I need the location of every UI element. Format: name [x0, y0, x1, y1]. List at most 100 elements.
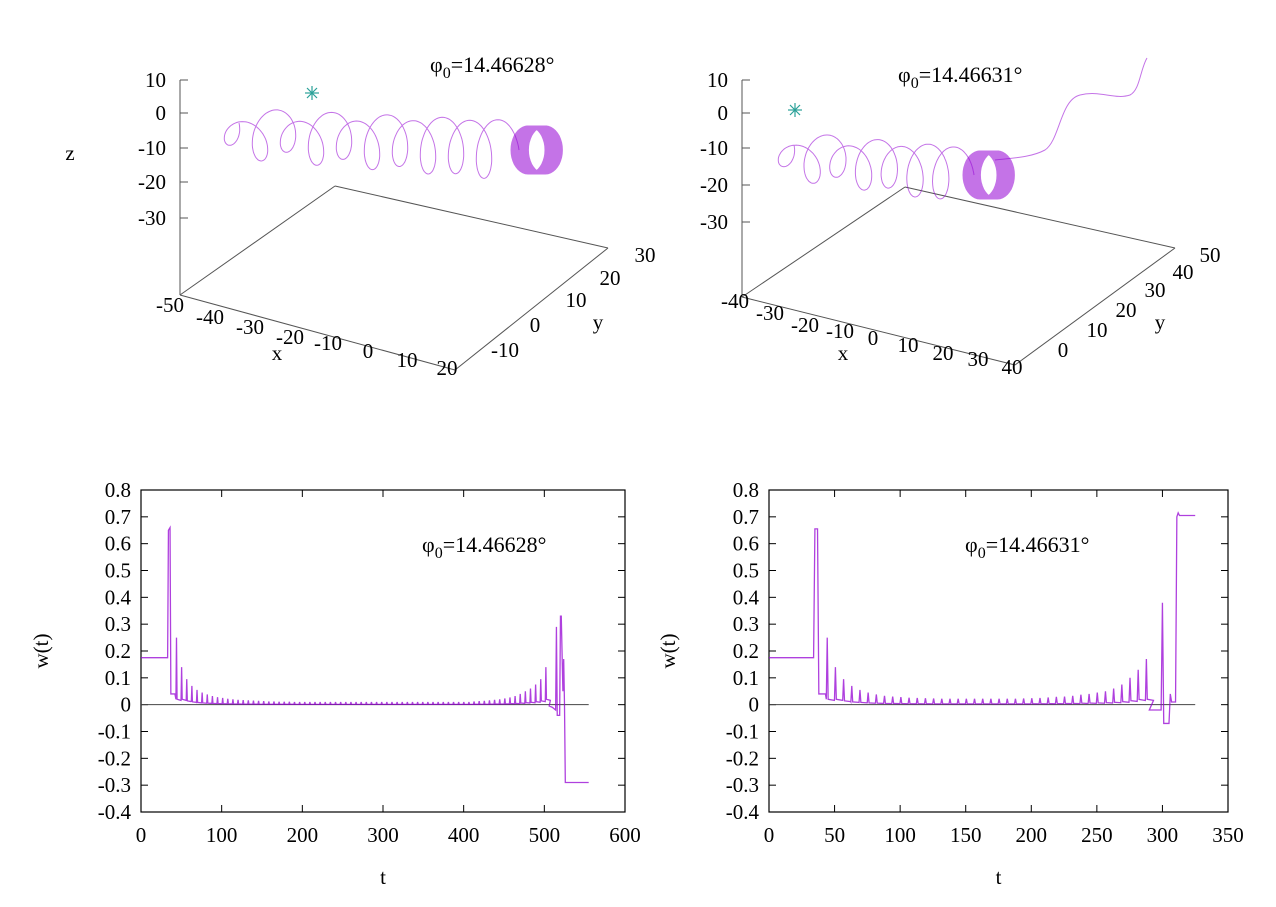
z-tick-label: -10	[138, 136, 166, 160]
x-tick-label: 20	[933, 341, 954, 365]
x-axis-line	[741, 296, 1016, 366]
trajectory-exit	[994, 57, 1148, 161]
plot-frame	[140, 489, 626, 813]
y-axis-label: w(t)	[29, 634, 53, 669]
base-edge-back	[334, 185, 609, 249]
y-tick-label: 0.7	[733, 505, 759, 529]
y-tick-label: 0	[121, 693, 132, 717]
base-edge-back	[904, 186, 1176, 249]
panel-3d-left: 10 0 -10 -20 -30 -50 -40 -30 -20 -10 0 10 20 -10 0 10 20…	[65, 52, 655, 380]
y-tick-label: 0	[530, 313, 541, 337]
x-tick-label: -10	[314, 331, 342, 355]
x-tick-label: 30	[968, 347, 989, 371]
y-tick-label: 0.1	[105, 666, 131, 690]
y-tick-label: 0.8	[105, 478, 131, 502]
y-tick-label: 0.1	[733, 666, 759, 690]
marker-stroke	[789, 104, 801, 116]
y-tick-label: -0.4	[726, 800, 760, 824]
y-tick-label: 20	[1116, 298, 1137, 322]
y-axis-line	[454, 247, 609, 371]
title-value: =14.46631°	[919, 62, 1023, 87]
x-tick-label: -40	[196, 305, 224, 329]
x-tick-label: 10	[397, 348, 418, 372]
trajectory-coil	[962, 150, 1015, 200]
y-tick-label: 0.2	[105, 639, 131, 663]
y-tick-label: -0.3	[98, 773, 131, 797]
plot-title: φ0=14.46628°	[430, 52, 554, 82]
base-edge-left	[741, 186, 906, 298]
x-tick-label: 500	[529, 823, 561, 847]
y-tick-label: 30	[635, 243, 656, 267]
y-tick-label: 30	[1145, 278, 1166, 302]
x-axis-label: x	[272, 341, 283, 365]
x-tick-label: -30	[756, 301, 784, 325]
title-subscript: 0	[443, 65, 451, 82]
x-tick-label: -10	[826, 319, 854, 343]
y-tick-label: -0.1	[726, 720, 759, 744]
y-axis-label: w(t)	[656, 634, 680, 669]
y-tick-label: 0.3	[105, 612, 131, 636]
series-line-w	[141, 525, 589, 784]
x-tick-label: 0	[764, 823, 775, 847]
x-axis-line	[179, 294, 456, 371]
y-axis-label: y	[1155, 310, 1166, 334]
y-tick-label: -0.1	[98, 720, 131, 744]
y-tick-label: 0	[1058, 338, 1069, 362]
y-tick-label: -10	[491, 338, 519, 362]
y-tick-label: 10	[566, 288, 587, 312]
x-tick-label: -20	[276, 325, 304, 349]
x-tick-label: 10	[898, 333, 919, 357]
x-tick-label: 150	[950, 823, 982, 847]
x-tick-label: 250	[1081, 823, 1113, 847]
title-symbol: φ	[965, 532, 978, 557]
x-tick-label: 0	[363, 339, 374, 363]
x-axis-label: t	[996, 865, 1002, 889]
z-tick-label: -20	[700, 173, 728, 197]
x-tick-label: 600	[609, 823, 641, 847]
x-tick-label: 0	[136, 823, 147, 847]
y-tick-label: 50	[1200, 243, 1221, 267]
y-tick-label: 0.4	[733, 585, 760, 609]
start-marker-icon	[788, 103, 802, 117]
title-symbol: φ	[422, 532, 435, 557]
y-tick-label: -0.2	[726, 746, 759, 770]
y-tick-label: -0.4	[98, 800, 132, 824]
x-tick-label: -50	[156, 293, 184, 317]
y-tick-label: 0.6	[733, 532, 759, 556]
x-tick-label: 20	[437, 356, 458, 380]
y-tick-label: 0.5	[105, 559, 131, 583]
series-line-w	[769, 511, 1196, 725]
title-subscript: 0	[435, 545, 443, 562]
title-symbol: φ	[898, 62, 911, 87]
title-value: =14.46628°	[443, 532, 547, 557]
z-tick-label: -20	[138, 170, 166, 194]
trajectory-helix	[777, 134, 975, 200]
y-tick-label: 10	[1087, 318, 1108, 342]
x-tick-label: 100	[206, 823, 238, 847]
y-tick-label: 40	[1173, 260, 1194, 284]
x-tick-label: 0	[868, 326, 879, 350]
marker-stroke	[306, 87, 318, 99]
z-tick-label: -30	[138, 206, 166, 230]
x-tick-label: -30	[236, 315, 264, 339]
z-tick-label: -30	[700, 210, 728, 234]
y-tick-label: 20	[600, 266, 621, 290]
y-tick-label: -0.2	[98, 746, 131, 770]
x-tick-label: 350	[1212, 823, 1244, 847]
title-subscript: 0	[978, 545, 986, 562]
x-tick-label: -40	[721, 289, 749, 313]
trajectory-helix	[223, 109, 520, 179]
y-tick-label: 0.3	[733, 612, 759, 636]
x-tick-label: 400	[448, 823, 480, 847]
title-symbol: φ	[430, 52, 443, 77]
y-tick-label: 0	[749, 693, 760, 717]
z-tick-label: 10	[145, 68, 166, 92]
title-value: =14.46631°	[986, 532, 1090, 557]
title-value: =14.46628°	[451, 52, 555, 77]
z-tick-label: 0	[156, 101, 167, 125]
x-axis-label: x	[838, 341, 849, 365]
z-tick-label: 0	[718, 101, 729, 125]
y-tick-label: 0.5	[733, 559, 759, 583]
z-axis-label: z	[65, 141, 74, 165]
